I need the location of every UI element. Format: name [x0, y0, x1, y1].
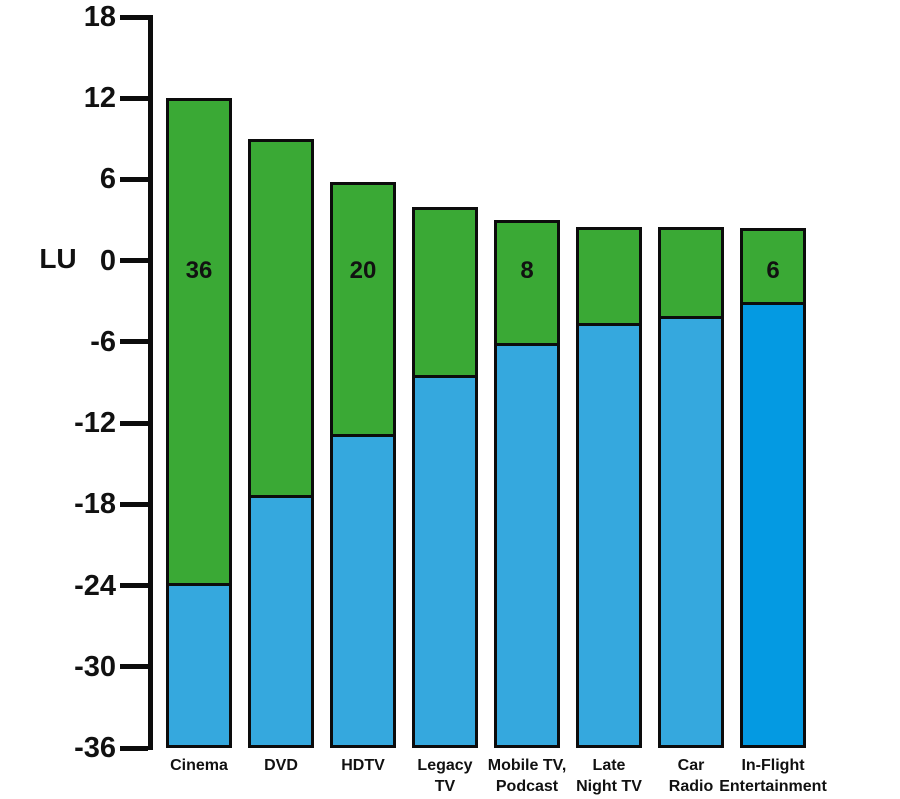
plot-area: 18 12 6 0 -6 -12 -18 -24 -30 -36 36 Cinema DVD 20 HDTV… — [74, 1, 830, 795]
bar-car-radio — [658, 226, 724, 748]
bar-mobile-tv-podcast — [494, 220, 560, 748]
bar-dvd — [248, 138, 314, 748]
category-label-dvd: DVD — [264, 757, 298, 774]
y-tick-0 — [120, 258, 148, 264]
bar-late-night-tv-green-segment — [579, 229, 639, 326]
category-label-car-radio: Car Radio — [668, 757, 714, 795]
bar-in-flight-entertainment — [740, 228, 806, 748]
category-label-mobile-tv-podcast: Mobile TV, Podcast — [487, 757, 567, 795]
bar-legacy-tv — [412, 206, 478, 748]
y-tick--30 — [120, 664, 148, 670]
y-tick-label-0: 0 — [99, 244, 116, 277]
category-label-legacy-tv: Legacy TV — [417, 757, 473, 795]
y-tick-18 — [120, 14, 148, 20]
y-tick--24 — [120, 583, 148, 589]
y-tick--18 — [120, 501, 148, 507]
category-label-in-flight-entertainment: In-Flight Entertainment — [719, 757, 827, 795]
bar-in-flight-entertainment-green-segment — [743, 231, 803, 306]
bar-in-flight-entertainment-value-label: 6 — [766, 257, 780, 285]
y-tick-label-6: 6 — [99, 163, 116, 196]
bar-late-night-tv — [576, 226, 642, 748]
y-tick-label--30: -30 — [74, 650, 116, 683]
y-axis-line — [148, 15, 153, 750]
category-label-late-night-tv: Late Night TV — [576, 757, 642, 795]
y-tick--6 — [120, 339, 148, 345]
y-tick-label--18: -18 — [74, 488, 116, 521]
bar-cinema-value-label: 36 — [185, 257, 213, 285]
bar-mobile-tv-podcast-value-label: 8 — [520, 257, 534, 285]
y-tick--12 — [120, 420, 148, 426]
bar-hdtv-value-label: 20 — [349, 257, 377, 285]
y-tick-12 — [120, 95, 148, 101]
y-tick-label-12: 12 — [83, 82, 116, 115]
y-axis-title: LU — [39, 243, 77, 274]
y-tick-6 — [120, 176, 148, 182]
bar-dvd-green-segment — [251, 141, 311, 498]
bar-mobile-tv-podcast-green-segment — [497, 223, 557, 346]
y-tick-label--6: -6 — [90, 325, 116, 358]
bar-car-radio-green-segment — [661, 229, 721, 319]
bar-cinema — [166, 98, 232, 748]
y-tick-label--36: -36 — [74, 732, 116, 764]
bar-legacy-tv-green-segment — [415, 209, 475, 379]
category-label-hdtv: HDTV — [341, 757, 385, 774]
y-tick-label--12: -12 — [74, 407, 116, 440]
y-tick--36 — [120, 745, 148, 751]
y-tick-label-18: 18 — [83, 1, 116, 33]
y-tick-label--24: -24 — [74, 569, 116, 602]
bar-hdtv-green-segment — [333, 185, 393, 437]
bar-hdtv — [330, 182, 396, 748]
bar-cinema-green-segment — [169, 101, 229, 586]
category-label-cinema: Cinema — [170, 757, 228, 774]
